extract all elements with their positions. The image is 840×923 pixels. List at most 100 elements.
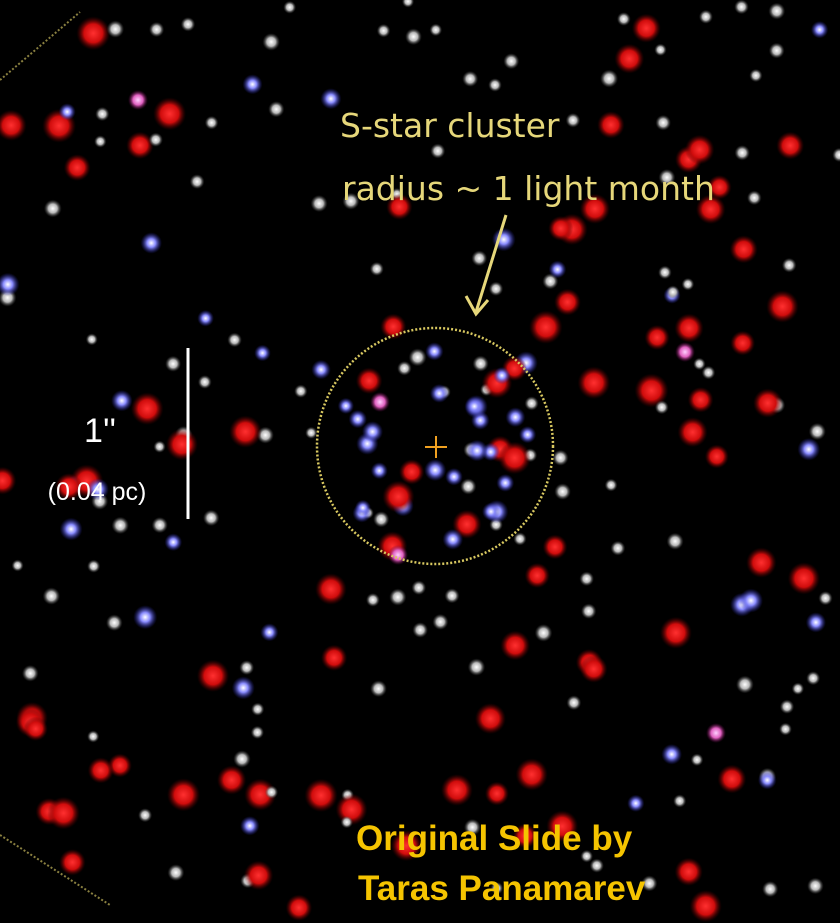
star (340, 815, 353, 829)
star (370, 680, 387, 698)
star (231, 676, 255, 700)
star (408, 348, 427, 367)
star (22, 665, 39, 682)
star (204, 115, 219, 130)
star (524, 396, 539, 411)
star (43, 199, 62, 218)
star (389, 588, 407, 606)
star (505, 407, 526, 428)
star (496, 474, 515, 492)
star (600, 69, 619, 88)
star (695, 194, 726, 225)
star (424, 459, 447, 482)
star (320, 88, 342, 110)
star (736, 675, 754, 694)
star (634, 373, 669, 408)
star (85, 333, 98, 346)
star (689, 890, 722, 923)
star (432, 613, 449, 630)
star (370, 392, 390, 412)
star (55, 473, 83, 501)
star (362, 421, 383, 443)
star (674, 857, 703, 886)
star (644, 324, 670, 351)
star (342, 192, 360, 210)
star (674, 313, 704, 343)
star (391, 830, 422, 862)
star (706, 723, 726, 743)
star (262, 33, 281, 51)
star (429, 384, 449, 403)
star (552, 449, 569, 466)
star (304, 778, 338, 813)
star (512, 823, 538, 849)
star (370, 462, 388, 480)
star (285, 894, 313, 921)
star (654, 400, 669, 415)
star (471, 250, 488, 267)
star (138, 808, 153, 823)
star (546, 810, 579, 843)
star (321, 644, 348, 671)
star (425, 342, 444, 361)
star (366, 593, 380, 607)
star (482, 502, 500, 521)
star (0, 466, 17, 495)
star (654, 43, 667, 56)
star (747, 190, 762, 206)
star (305, 426, 318, 439)
star (462, 70, 479, 87)
star (165, 355, 182, 372)
star (0, 272, 20, 296)
star (684, 134, 715, 165)
star (707, 175, 732, 200)
star (87, 757, 114, 784)
star (641, 875, 658, 892)
star (86, 478, 109, 501)
star (515, 758, 548, 791)
scale-label: 1'' (84, 412, 116, 450)
star (149, 21, 165, 38)
star (197, 310, 214, 327)
star (460, 478, 477, 495)
star (87, 730, 100, 743)
star (604, 478, 618, 492)
star (658, 169, 676, 186)
star (369, 261, 384, 276)
star (762, 881, 779, 898)
star (797, 438, 821, 461)
star (548, 260, 567, 279)
star (579, 571, 594, 587)
star (23, 716, 48, 741)
star (580, 655, 608, 683)
star (746, 547, 777, 578)
star (465, 396, 484, 416)
star (698, 9, 713, 24)
star (140, 232, 162, 254)
star (610, 540, 626, 556)
star (311, 359, 331, 380)
star (399, 459, 425, 485)
star (11, 559, 24, 572)
star (781, 257, 797, 273)
star (373, 511, 390, 528)
star (666, 285, 680, 299)
star (529, 310, 563, 344)
star (167, 864, 185, 881)
star (95, 106, 110, 122)
star (42, 587, 61, 605)
star (524, 562, 550, 589)
star (412, 622, 429, 638)
star (239, 660, 255, 675)
star (805, 612, 827, 633)
star (554, 483, 571, 500)
star (251, 702, 265, 716)
star (464, 818, 481, 836)
cluster-circle (315, 326, 555, 566)
star (76, 16, 111, 51)
annotation-subtitle: radius ~ 1 light month (342, 169, 715, 208)
star (151, 517, 168, 534)
star (310, 195, 328, 212)
star (542, 534, 568, 560)
